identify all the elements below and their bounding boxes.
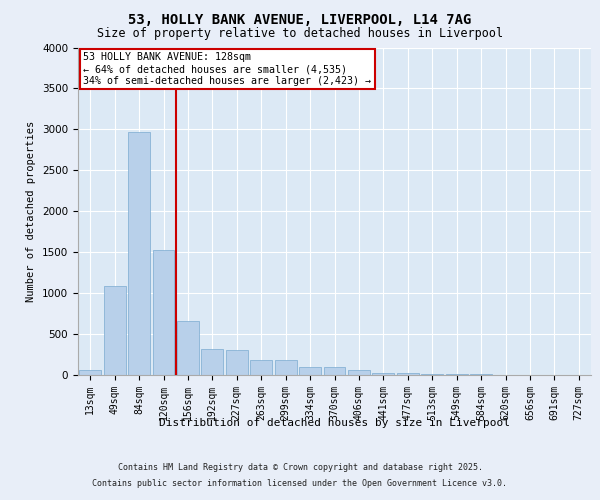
Text: Size of property relative to detached houses in Liverpool: Size of property relative to detached ho… <box>97 28 503 40</box>
Bar <box>152 250 175 375</box>
Bar <box>421 374 443 375</box>
Bar <box>250 360 272 375</box>
Text: Contains HM Land Registry data © Crown copyright and database right 2025.: Contains HM Land Registry data © Crown c… <box>118 464 482 472</box>
Bar <box>397 372 419 375</box>
Bar <box>470 374 492 375</box>
Bar <box>299 367 321 375</box>
Bar <box>373 372 394 375</box>
Y-axis label: Number of detached properties: Number of detached properties <box>26 120 37 302</box>
Bar <box>128 132 150 375</box>
Bar <box>226 350 248 375</box>
Bar <box>79 370 101 375</box>
Bar <box>104 286 125 375</box>
Bar <box>202 349 223 375</box>
Bar <box>446 374 467 375</box>
Text: 53 HOLLY BANK AVENUE: 128sqm
← 64% of detached houses are smaller (4,535)
34% of: 53 HOLLY BANK AVENUE: 128sqm ← 64% of de… <box>83 52 371 86</box>
Text: 53, HOLLY BANK AVENUE, LIVERPOOL, L14 7AG: 53, HOLLY BANK AVENUE, LIVERPOOL, L14 7A… <box>128 12 472 26</box>
Bar <box>323 367 346 375</box>
Text: Contains public sector information licensed under the Open Government Licence v3: Contains public sector information licen… <box>92 478 508 488</box>
Bar <box>275 360 296 375</box>
Bar <box>348 370 370 375</box>
Bar <box>177 321 199 375</box>
Text: Distribution of detached houses by size in Liverpool: Distribution of detached houses by size … <box>160 418 510 428</box>
